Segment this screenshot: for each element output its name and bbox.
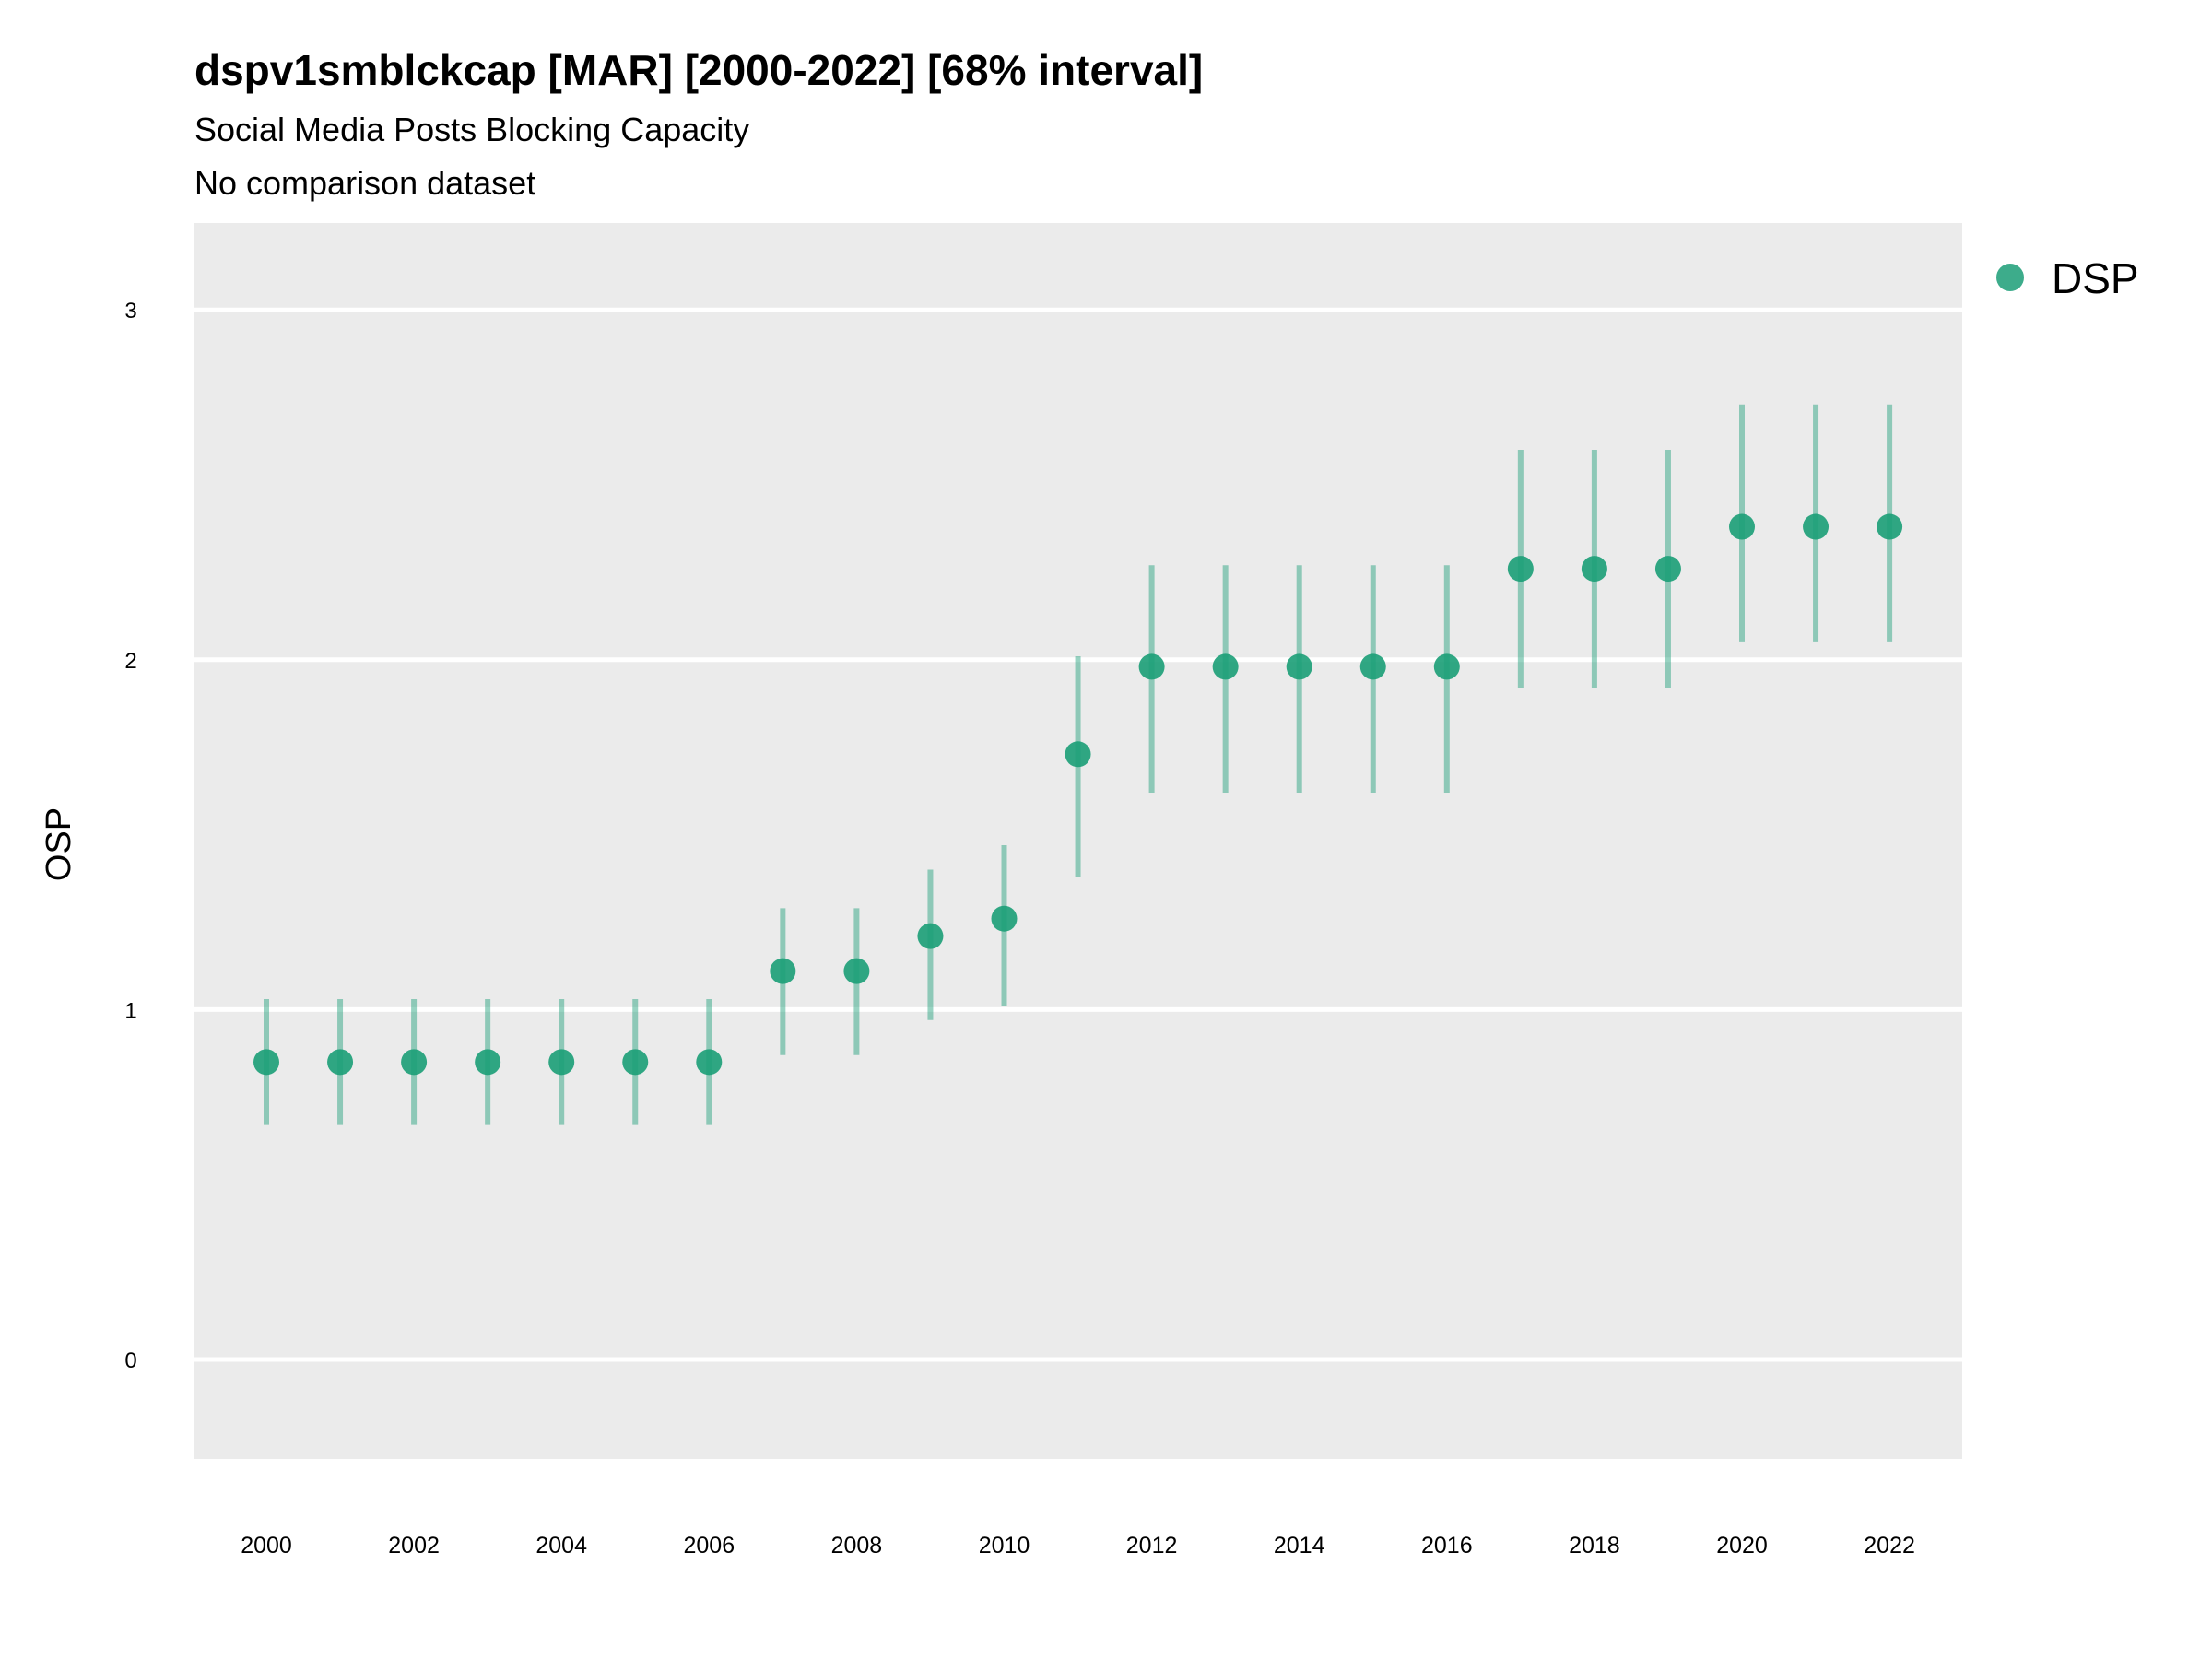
- x-tick-label: 2012: [1126, 1533, 1178, 1559]
- data-point-2006: [696, 1049, 723, 1076]
- data-point-2009: [917, 923, 944, 949]
- legend-label-dsp: DSP: [2052, 254, 2139, 302]
- y-tick-label: 1: [124, 998, 136, 1023]
- legend-marker-dsp: [1996, 264, 2024, 291]
- data-point-2022: [1877, 513, 1903, 540]
- data-point-2008: [843, 958, 870, 984]
- data-point-2004: [548, 1049, 575, 1076]
- chart-subtitle: Social Media Posts Blocking Capacity: [194, 111, 749, 148]
- data-point-2018: [1581, 556, 1607, 582]
- data-point-2007: [770, 958, 796, 984]
- data-point-2001: [327, 1049, 354, 1076]
- data-point-2014: [1286, 653, 1312, 680]
- data-point-2010: [991, 905, 1018, 932]
- data-point-2011: [1065, 741, 1091, 768]
- data-point-2020: [1729, 513, 1755, 540]
- data-point-2016: [1433, 653, 1460, 680]
- x-tick-label: 2014: [1274, 1533, 1325, 1559]
- data-point-2019: [1654, 556, 1681, 582]
- x-tick-label: 2020: [1716, 1533, 1768, 1559]
- y-tick-label: 2: [124, 649, 136, 674]
- y-tick-label: 0: [124, 1348, 136, 1373]
- data-point-2005: [622, 1049, 649, 1076]
- x-tick-label: 2016: [1421, 1533, 1473, 1559]
- data-point-2012: [1138, 653, 1165, 680]
- data-point-2021: [1803, 513, 1830, 540]
- x-tick-label: 2006: [683, 1533, 735, 1559]
- data-point-2000: [253, 1049, 279, 1076]
- x-tick-label: 2008: [831, 1533, 883, 1559]
- data-point-2017: [1507, 556, 1534, 582]
- plot-panel: [194, 223, 1962, 1459]
- chart-title: dspv1smblckcap [MAR] [2000-2022] [68% in…: [194, 46, 1203, 94]
- data-point-2015: [1359, 653, 1386, 680]
- x-tick-label: 2022: [1864, 1533, 1915, 1559]
- x-tick-label: 2010: [979, 1533, 1030, 1559]
- x-tick-label: 2002: [388, 1533, 440, 1559]
- chart-subtitle-2: No comparison dataset: [194, 164, 535, 202]
- y-tick-label: 3: [124, 299, 136, 324]
- x-tick-label: 2000: [241, 1533, 292, 1559]
- legend: DSP: [1996, 254, 2139, 302]
- x-tick-label: 2004: [535, 1533, 587, 1559]
- x-tick-label: 2018: [1569, 1533, 1620, 1559]
- data-point-2003: [475, 1049, 501, 1076]
- data-point-2002: [401, 1049, 428, 1076]
- data-point-2013: [1212, 653, 1239, 680]
- y-axis-label: OSP: [40, 807, 78, 881]
